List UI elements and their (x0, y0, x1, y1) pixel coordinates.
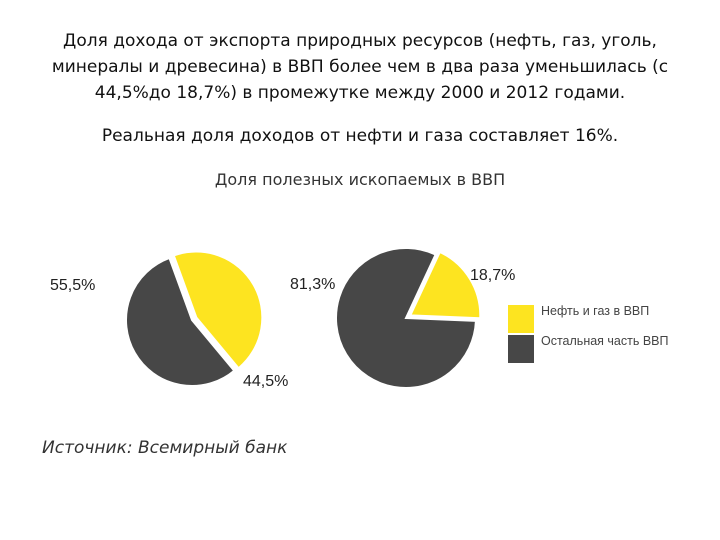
legend: Нефть и газ в ВВП Остальная часть ВВП (508, 305, 681, 365)
pie-chart-2000: 44,5% 55,5% (50, 250, 288, 390)
pie-chart-2012: 18,7% 81,3% (290, 247, 515, 389)
subtitle: Реальная доля доходов от нефти и газа со… (101, 126, 619, 146)
chart-title: Доля полезных ископаемых в ВВП (214, 170, 506, 189)
legend-label-oil-gas: Нефть и газ в ВВП (541, 304, 650, 318)
pie-slice-label: 81,3% (290, 276, 335, 293)
legend-item-rest: Остальная часть ВВП (508, 335, 681, 363)
legend-swatch-oil-gas (508, 305, 534, 333)
pie-slice-label: 18,7% (470, 267, 515, 284)
intro-line-1: Доля дохода от экспорта природных ресурс… (63, 31, 657, 51)
pie-slice-oil-gas (172, 250, 264, 370)
pie-slice-oil-gas (408, 250, 482, 320)
legend-label-rest: Остальная часть ВВП (541, 334, 669, 348)
intro-line-2: минералы и древесина) в ВВП более чем в … (51, 57, 669, 77)
intro-line-3: 44,5%до 18,7%) в промежутке между 2000 и… (94, 83, 626, 103)
pie-slice-rest (125, 256, 236, 387)
legend-item-oil-gas: Нефть и газ в ВВП (508, 305, 681, 333)
source-note: Источник: Всемирный банк (42, 438, 288, 458)
pie-slice-label: 44,5% (243, 373, 288, 390)
pie-slice-label: 55,5% (50, 277, 95, 294)
intro-text: Доля дохода от экспорта природных ресурс… (20, 28, 700, 106)
legend-swatch-rest (508, 335, 534, 363)
pie-slice-rest (335, 247, 477, 389)
